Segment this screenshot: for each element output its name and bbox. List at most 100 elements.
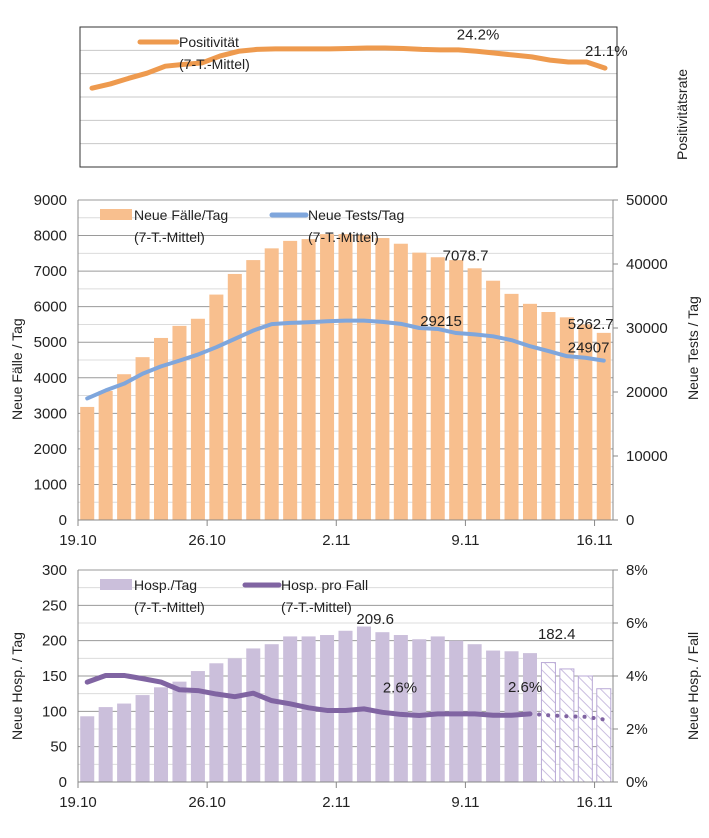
bar xyxy=(449,260,463,520)
y-tick-left: 3000 xyxy=(34,405,67,422)
data-label: 182.4 xyxy=(538,626,576,643)
data-label: 2.6% xyxy=(508,679,542,696)
x-tick: 19.10 xyxy=(59,532,97,549)
bar xyxy=(431,257,445,520)
bar xyxy=(523,653,537,782)
x-tick: 26.10 xyxy=(188,794,226,811)
y-axis-title: Positivitätsrate xyxy=(674,69,690,160)
y-tick-right: 50000 xyxy=(626,192,668,209)
y-tick-left: 300 xyxy=(42,562,67,579)
data-label: 5262.7 xyxy=(568,316,614,333)
bar xyxy=(265,248,279,520)
bar xyxy=(394,635,408,782)
legend-label-line: Hosp. pro Fall xyxy=(281,577,368,593)
legend-label-line-sub: (7-T.-Mittel) xyxy=(308,229,379,245)
bar xyxy=(209,663,223,782)
data-label: 29215 xyxy=(420,313,462,330)
bar-provisional xyxy=(597,689,611,782)
y-tick-right: 30000 xyxy=(626,320,668,337)
bar xyxy=(136,695,150,782)
bar xyxy=(283,636,297,782)
y-tick-left: 9000 xyxy=(34,192,67,209)
legend-label-bars: Neue Fälle/Tag xyxy=(134,207,228,223)
y-tick-left: 2000 xyxy=(34,441,67,458)
positivity-line xyxy=(92,48,605,88)
y-tick-left: 6000 xyxy=(34,299,67,316)
positivity-panel: Positivität (7-T.-Mittel) 24.2% 21.1% Positi… xyxy=(80,26,690,167)
legend-swatch-bars xyxy=(100,579,132,590)
bar xyxy=(99,707,113,782)
y-tick-right: 40000 xyxy=(626,256,668,273)
bar xyxy=(338,631,352,782)
legend-label-bars-sub: (7-T.-Mittel) xyxy=(134,229,205,245)
bar xyxy=(412,253,426,520)
bar-provisional xyxy=(541,663,555,782)
y-tick-left: 7000 xyxy=(34,263,67,280)
y-tick-right: 10000 xyxy=(626,448,668,465)
x-tick: 2.11 xyxy=(322,794,350,811)
y-tick-left: 0 xyxy=(59,774,67,791)
y-tick-left: 200 xyxy=(42,633,67,650)
legend-label-positivity: Positivität xyxy=(179,34,239,50)
x-tick: 9.11 xyxy=(451,532,479,549)
bar-provisional xyxy=(578,676,592,782)
bar xyxy=(283,241,297,520)
y-tick-right: 8% xyxy=(626,562,648,579)
x-tick: 26.10 xyxy=(188,532,226,549)
bar xyxy=(172,682,186,782)
bar xyxy=(136,357,150,520)
bar xyxy=(228,658,242,782)
bar xyxy=(523,304,537,520)
bar xyxy=(431,636,445,782)
data-label: 24.2% xyxy=(457,26,500,43)
data-label: 24907 xyxy=(568,340,610,357)
y-tick-left: 1000 xyxy=(34,476,67,493)
legend-label-positivity-sub: (7-T.-Mittel) xyxy=(179,56,250,72)
bar xyxy=(191,319,205,520)
x-tick: 16.11 xyxy=(576,794,612,811)
y-tick-right: 0 xyxy=(626,512,634,529)
bar xyxy=(80,716,94,782)
data-label: 209.6 xyxy=(356,611,394,628)
data-label: 2.6% xyxy=(383,679,417,696)
y-tick-left: 50 xyxy=(50,739,67,756)
y-tick-left: 250 xyxy=(42,597,67,614)
y-axis-title-right: Neue Tests / Tag xyxy=(685,296,701,400)
y-tick-right: 6% xyxy=(626,615,648,632)
cases-tests-panel: 0100020003000400050006000700080009000010… xyxy=(9,192,701,549)
y-tick-left: 150 xyxy=(42,668,67,685)
bar xyxy=(80,407,94,520)
bar xyxy=(412,639,426,782)
y-tick-right: 20000 xyxy=(626,384,668,401)
legend-swatch-bars xyxy=(100,209,132,220)
bar xyxy=(228,274,242,520)
data-label: 21.1% xyxy=(585,43,628,60)
y-tick-left: 5000 xyxy=(34,334,67,351)
legend-label-line-sub: (7-T.-Mittel) xyxy=(281,599,352,615)
y-tick-left: 100 xyxy=(42,703,67,720)
x-tick: 16.11 xyxy=(576,532,612,549)
bar xyxy=(246,648,260,782)
y-tick-left: 4000 xyxy=(34,370,67,387)
bar xyxy=(375,238,389,520)
y-tick-right: 4% xyxy=(626,668,648,685)
bar xyxy=(246,260,260,520)
y-tick-right: 0% xyxy=(626,774,648,791)
bar xyxy=(117,374,131,520)
y-axis-title-right: Neue Hosp. / Fall xyxy=(685,632,701,740)
x-tick: 9.11 xyxy=(451,794,479,811)
bar xyxy=(486,281,500,520)
legend-label-line: Neue Tests/Tag xyxy=(308,207,404,223)
bar xyxy=(505,294,519,520)
bar xyxy=(320,234,334,520)
bar xyxy=(99,391,113,520)
legend-label-bars-sub: (7-T.-Mittel) xyxy=(134,599,205,615)
bar xyxy=(117,704,131,782)
bar xyxy=(394,244,408,520)
bar xyxy=(302,239,316,520)
legend-label-bars: Hosp./Tag xyxy=(134,577,197,593)
bar xyxy=(375,632,389,782)
x-tick: 19.10 xyxy=(59,794,97,811)
